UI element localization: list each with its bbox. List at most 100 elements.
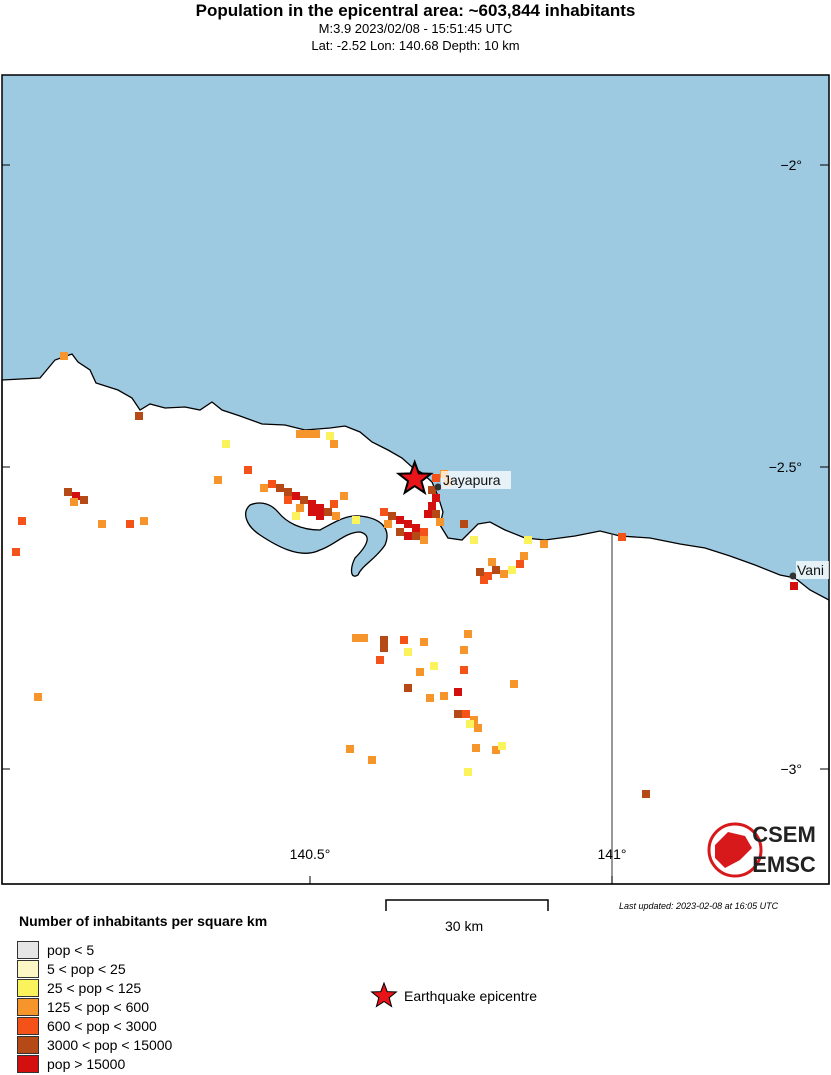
event-location: Lat: -2.52 Lon: 140.68 Depth: 10 km xyxy=(311,38,520,53)
legend-swatch xyxy=(17,1054,39,1073)
population-cell xyxy=(316,512,324,520)
legend-item: pop > 15000 xyxy=(17,1054,125,1073)
scale-bar xyxy=(385,899,549,911)
star-icon xyxy=(370,982,398,1008)
event-info: M:3.9 2023/02/08 - 15:51:45 UTC xyxy=(318,21,513,36)
population-cell xyxy=(424,510,432,518)
population-cell xyxy=(510,680,518,688)
population-cell xyxy=(420,528,428,536)
legend-swatch xyxy=(17,997,39,1016)
legend-item: 600 < pop < 3000 xyxy=(17,1016,157,1035)
population-cell xyxy=(460,666,468,674)
population-cell xyxy=(388,512,396,520)
population-cell xyxy=(260,484,268,492)
population-cell xyxy=(396,516,404,524)
lon-tick-label: 140.5° xyxy=(290,846,331,862)
population-cell xyxy=(222,440,230,448)
population-cell xyxy=(420,638,428,646)
population-cell xyxy=(454,688,462,696)
population-cell xyxy=(34,693,42,701)
population-cell xyxy=(296,504,304,512)
population-cell xyxy=(500,570,508,578)
population-cell xyxy=(12,548,20,556)
population-cell xyxy=(140,517,148,525)
population-cell xyxy=(412,524,420,532)
population-cell xyxy=(520,552,528,560)
population-cell xyxy=(352,634,360,642)
population-cell xyxy=(80,496,88,504)
population-cell xyxy=(430,662,438,670)
population-cell xyxy=(460,520,468,528)
legend-item: 125 < pop < 600 xyxy=(17,997,149,1016)
city-label: Jayapura xyxy=(443,472,501,488)
population-cell xyxy=(330,500,338,508)
population-cell xyxy=(380,636,388,644)
population-cell xyxy=(126,520,134,528)
legend-label: pop < 5 xyxy=(47,941,95,958)
population-cell xyxy=(368,756,376,764)
population-cell xyxy=(312,430,320,438)
city-marker xyxy=(789,572,797,580)
population-cell xyxy=(296,430,304,438)
population-cell xyxy=(472,744,480,752)
population-cell xyxy=(72,492,80,500)
map-title: Population in the epicentral area: ~603,… xyxy=(195,1,636,20)
population-cell xyxy=(462,710,470,718)
lat-ticks: −2° −2.5° −3° xyxy=(2,157,829,777)
population-cell xyxy=(412,532,420,540)
legend-swatch xyxy=(17,940,39,959)
population-cell xyxy=(380,644,388,652)
lon-ticks: 140.5° 141° xyxy=(290,846,627,884)
city-label: Vani xyxy=(797,562,824,578)
scale-bar-label: 30 km xyxy=(445,918,484,934)
population-cell xyxy=(432,510,440,518)
population-cell xyxy=(304,430,312,438)
population-cell xyxy=(416,668,424,676)
population-cell xyxy=(474,724,482,732)
legend-label: 3000 < pop < 15000 xyxy=(47,1036,173,1053)
lon-tick-label: 141° xyxy=(598,846,627,862)
population-cell xyxy=(460,646,468,654)
population-cell xyxy=(436,518,444,526)
legend-epicentre: Earthquake epicentre xyxy=(370,982,537,1010)
population-cell xyxy=(420,536,428,544)
population-cell xyxy=(276,484,284,492)
map-frame xyxy=(1,74,830,885)
population-cell xyxy=(492,746,500,754)
lat-tick-label: −2.5° xyxy=(769,459,802,475)
legend-title: Number of inhabitants per square km xyxy=(19,913,268,929)
city-vani: Vani xyxy=(789,561,829,580)
population-cell xyxy=(428,502,436,510)
population-cell xyxy=(790,582,798,590)
population-cell xyxy=(98,520,106,528)
population-cell xyxy=(396,528,404,536)
population-cell xyxy=(508,566,516,574)
population-cell xyxy=(360,634,368,642)
population-cell xyxy=(440,692,448,700)
population-cell xyxy=(642,790,650,798)
population-cell xyxy=(404,684,412,692)
legend-label: 25 < pop < 125 xyxy=(47,979,142,996)
population-cell xyxy=(404,648,412,656)
population-cell xyxy=(316,504,324,512)
legend-label: 600 < pop < 3000 xyxy=(47,1017,157,1034)
population-cell xyxy=(244,466,252,474)
population-cell xyxy=(214,476,222,484)
legend-swatch xyxy=(17,1035,39,1054)
city-marker xyxy=(434,483,442,491)
legend-label: 125 < pop < 600 xyxy=(47,998,149,1015)
population-cell xyxy=(292,492,300,500)
population-cell xyxy=(426,694,434,702)
population-cell xyxy=(498,742,506,750)
population-cell xyxy=(404,532,412,540)
population-cell xyxy=(376,656,384,664)
population-cell xyxy=(492,566,500,574)
population-cell xyxy=(466,720,474,728)
population-cell xyxy=(60,352,68,360)
legend-item: pop < 5 xyxy=(17,940,94,959)
legend-item: 3000 < pop < 15000 xyxy=(17,1035,172,1054)
population-cell xyxy=(476,568,484,576)
legend-label: pop > 15000 xyxy=(47,1055,126,1072)
population-cell xyxy=(404,520,412,528)
